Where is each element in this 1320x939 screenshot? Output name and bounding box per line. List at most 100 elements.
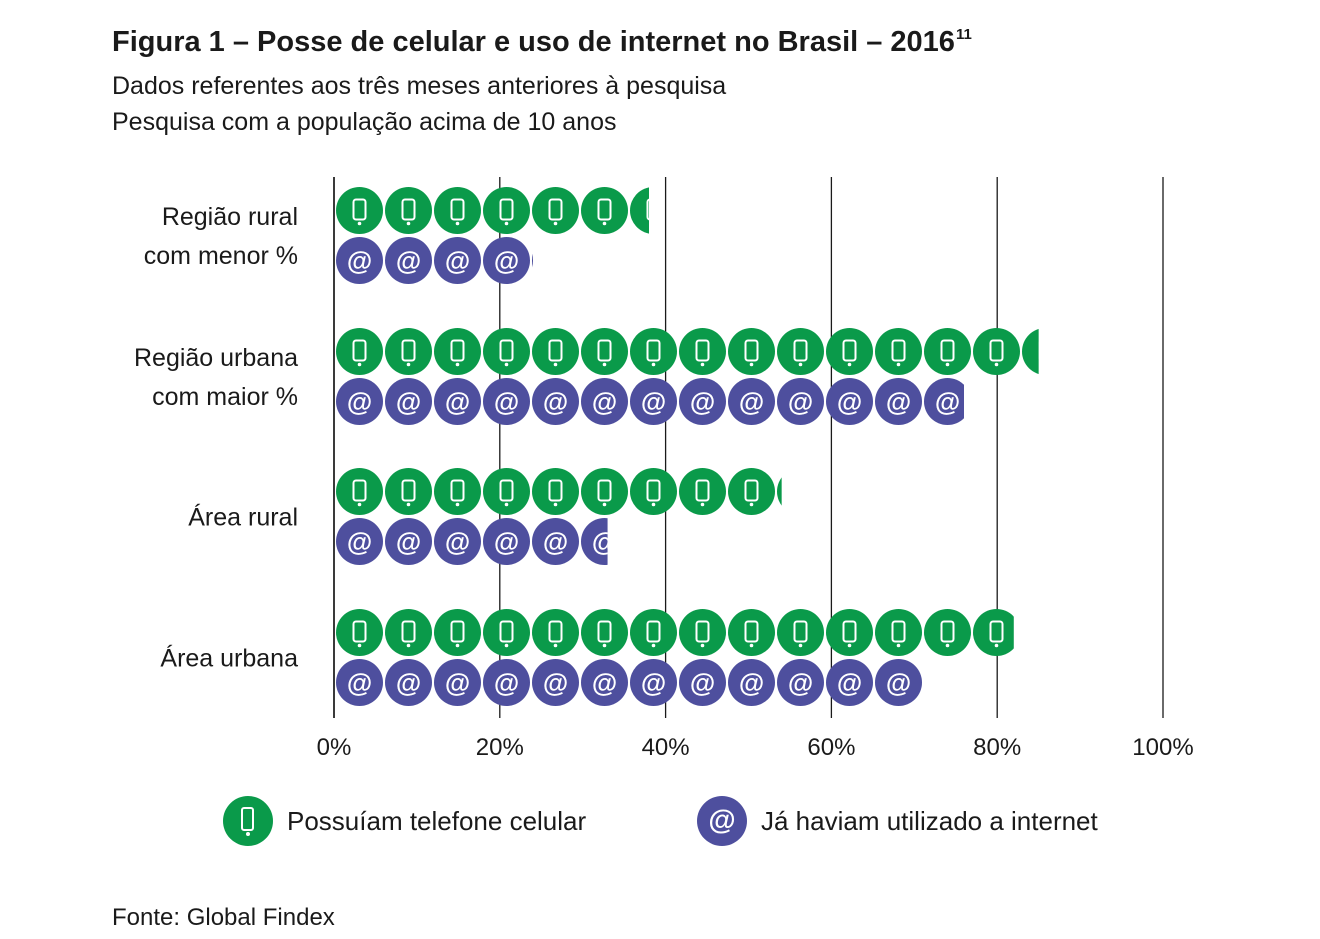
at-sign-icon: @ — [875, 378, 922, 425]
mobile-phone-icon — [581, 609, 628, 656]
svg-text:@: @ — [690, 387, 715, 417]
at-sign-icon: @ — [630, 378, 677, 425]
at-sign-icon: @ — [924, 659, 971, 706]
mobile-phone-icon — [385, 468, 432, 515]
chart-title: Figura 1 – Posse de celular e uso de int… — [112, 26, 972, 59]
at-sign-icon: @ — [924, 378, 965, 425]
at-sign-icon: @ — [483, 378, 530, 425]
at-sign-icon: @ — [434, 518, 481, 565]
at-sign-icon: @ — [826, 659, 873, 706]
svg-text:@: @ — [543, 527, 568, 557]
mobile-phone-icon — [483, 609, 530, 656]
mobile-phone-icon — [336, 468, 383, 515]
at-sign-icon: @ — [336, 659, 383, 706]
svg-text:@: @ — [494, 668, 519, 698]
mobile-phone-icon — [728, 468, 775, 515]
at-sign-icon: @ — [532, 246, 568, 276]
svg-text:@: @ — [445, 387, 470, 417]
at-sign-icon: @ — [336, 518, 383, 565]
svg-text:@: @ — [788, 668, 813, 698]
svg-text:@: @ — [641, 668, 666, 698]
svg-text:@: @ — [347, 527, 372, 557]
svg-text:@: @ — [837, 387, 862, 417]
svg-text:@: @ — [788, 387, 813, 417]
mobile-phone-icon — [826, 328, 873, 375]
chart-subtitle-1: Dados referentes aos três meses anterior… — [112, 72, 727, 100]
svg-text:@: @ — [935, 387, 960, 417]
source-note: Fonte: Global Findex — [112, 904, 335, 931]
at-sign-icon: @ — [483, 659, 530, 706]
at-sign-icon: @ — [483, 518, 530, 565]
chart-title-text: Figura 1 – Posse de celular e uso de int… — [112, 26, 955, 58]
mobile-phone-icon — [336, 609, 383, 656]
svg-text:@: @ — [886, 387, 911, 417]
mobile-phone-icon — [336, 187, 383, 234]
svg-text:@: @ — [641, 387, 666, 417]
mobile-phone-icon — [483, 468, 530, 515]
pictogram-bar-chart: 0% 20% 40% 60% 80% 100% Região rural com menor … — [134, 177, 1194, 761]
mobile-phone-icon — [336, 328, 383, 375]
svg-text:@: @ — [347, 246, 372, 276]
mobile-phone-icon — [777, 477, 782, 506]
legend-label-phone: Possuíam telefone celular — [287, 805, 587, 836]
mobile-phone-icon — [434, 609, 481, 656]
at-sign-icon: @ — [532, 659, 579, 706]
svg-text:@: @ — [494, 387, 519, 417]
at-sign-icon: @ — [483, 237, 530, 284]
mobile-phone-icon — [532, 187, 579, 234]
phone-bar-2 — [336, 468, 782, 515]
category-label: Área rural — [188, 503, 298, 532]
at-sign-icon: @ — [385, 378, 432, 425]
svg-text:@: @ — [592, 387, 617, 417]
svg-text:@: @ — [739, 668, 764, 698]
at-sign-icon: @ — [385, 518, 432, 565]
at-sign-icon: @ — [434, 659, 481, 706]
at-sign-icon: @ — [777, 659, 824, 706]
svg-text:@: @ — [592, 668, 617, 698]
internet-bar-3: @ @ @ @ @ @ @ @ @ @ @ @ @ — [336, 659, 971, 706]
svg-text:@: @ — [739, 387, 764, 417]
mobile-phone-icon — [973, 609, 1014, 656]
x-tick-label: 100% — [1132, 734, 1193, 761]
mobile-phone-icon — [679, 468, 726, 515]
mobile-phone-icon — [875, 609, 922, 656]
svg-text:@: @ — [347, 387, 372, 417]
svg-text:@: @ — [543, 387, 568, 417]
mobile-phone-icon — [532, 609, 579, 656]
mobile-phone-icon — [924, 328, 971, 375]
at-sign-icon: @ — [336, 378, 383, 425]
svg-text:@: @ — [445, 668, 470, 698]
at-sign-icon: @ — [581, 518, 617, 565]
mobile-phone-icon — [777, 328, 824, 375]
svg-text:@: @ — [592, 527, 617, 557]
title-footnote: 11 — [955, 26, 972, 43]
mobile-phone-icon — [777, 609, 824, 656]
at-sign-icon: @ — [581, 378, 628, 425]
mobile-phone-icon — [434, 328, 481, 375]
at-sign-icon: @ — [697, 796, 747, 846]
at-sign-icon: @ — [434, 378, 481, 425]
internet-bar-2: @ @ @ @ @ @ — [336, 518, 617, 565]
at-sign-icon: @ — [679, 659, 726, 706]
mobile-phone-icon — [532, 468, 579, 515]
category-label: Região rural com menor % — [144, 203, 298, 270]
svg-text:@: @ — [494, 246, 519, 276]
mobile-phone-icon — [434, 468, 481, 515]
internet-bar-1: @ @ @ @ @ @ @ @ @ @ @ @ @ — [336, 378, 965, 425]
mobile-phone-icon — [581, 328, 628, 375]
mobile-phone-icon — [679, 609, 726, 656]
at-sign-icon: @ — [532, 378, 579, 425]
mobile-phone-icon — [483, 328, 530, 375]
x-tick-label: 20% — [476, 734, 524, 761]
at-sign-icon: @ — [728, 659, 775, 706]
svg-text:@: @ — [396, 668, 421, 698]
chart-subtitle-2: Pesquisa com a população acima de 10 ano… — [112, 108, 617, 136]
mobile-phone-icon — [826, 609, 873, 656]
mobile-phone-icon — [924, 609, 971, 656]
svg-text:@: @ — [543, 246, 568, 276]
mobile-phone-icon — [385, 328, 432, 375]
category-label: Região urbana com maior % — [134, 344, 298, 411]
svg-text:@: @ — [347, 668, 372, 698]
mobile-phone-icon — [1022, 329, 1039, 374]
at-sign-icon: @ — [826, 378, 873, 425]
